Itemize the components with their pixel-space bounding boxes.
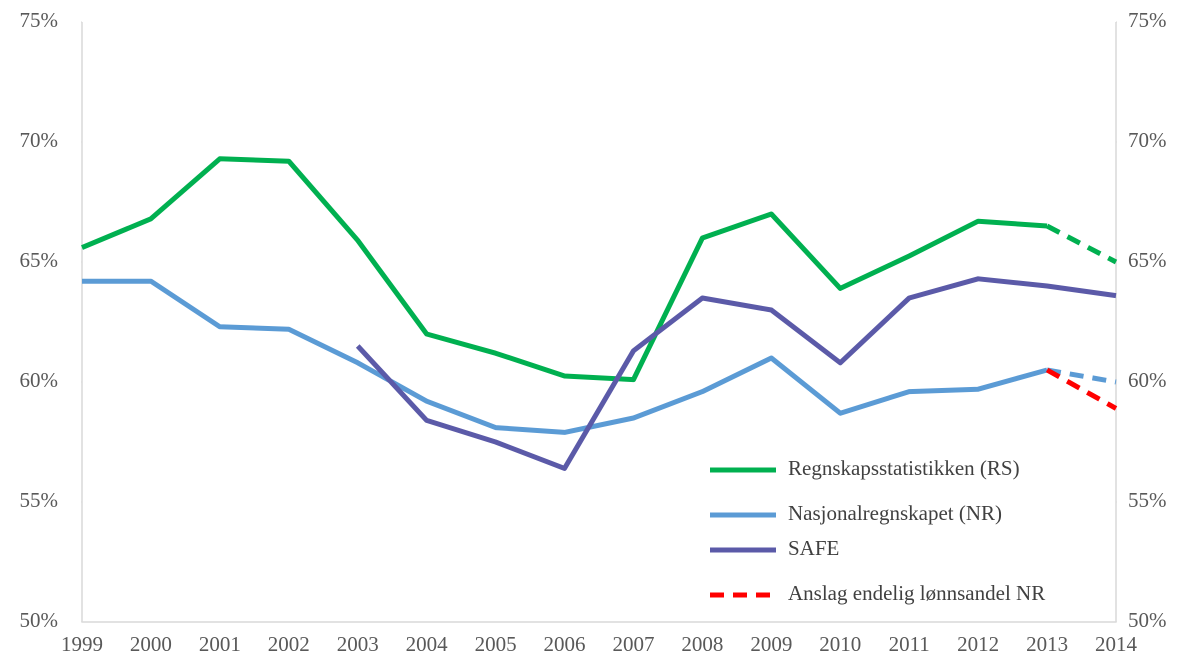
series-line <box>82 278 1048 435</box>
x-tick-label: 2002 <box>268 632 310 656</box>
y-tick-label: 50% <box>20 608 59 632</box>
x-tick-label: 2004 <box>406 632 449 656</box>
x-tick-label: 2009 <box>750 632 792 656</box>
y-tick-label: 65% <box>20 248 59 272</box>
y-tick-label: 75% <box>20 8 59 32</box>
dashed-line <box>1046 367 1117 385</box>
x-tick-label: 2006 <box>544 632 586 656</box>
series-line <box>355 276 1117 471</box>
y2-tick-label: 65% <box>1128 248 1167 272</box>
y-tick-label: 60% <box>20 368 59 392</box>
x-tick-label: 2003 <box>337 632 379 656</box>
y2-tick-label: 60% <box>1128 368 1167 392</box>
x-tick-label: 2013 <box>1026 632 1068 656</box>
x-tick-label: 1999 <box>61 632 103 656</box>
legend-label: Regnskapsstatistikken (RS) <box>788 456 1020 480</box>
x-tick-label: 2000 <box>130 632 172 656</box>
legend-label: Anslag endelig lønnsandel NR <box>788 581 1045 605</box>
y2-tick-label: 55% <box>1128 488 1167 512</box>
dashed-line <box>1045 223 1118 265</box>
legend-label: SAFE <box>788 536 839 560</box>
y2-tick-label: 50% <box>1128 608 1167 632</box>
y-tick-label: 55% <box>20 488 59 512</box>
y-tick-label: 70% <box>20 128 59 152</box>
x-tick-label: 2012 <box>957 632 999 656</box>
x-tick-label: 2001 <box>199 632 241 656</box>
x-tick-label: 2014 <box>1095 632 1138 656</box>
x-tick-label: 2010 <box>819 632 861 656</box>
series-line <box>81 156 1048 383</box>
x-tick-label: 2008 <box>681 632 723 656</box>
legend-label: Nasjonalregnskapet (NR) <box>788 501 1002 525</box>
x-tick-label: 2011 <box>889 632 930 656</box>
x-tick-label: 2007 <box>612 632 654 656</box>
y2-tick-label: 70% <box>1128 128 1167 152</box>
x-tick-label: 2005 <box>475 632 517 656</box>
dashed-line <box>1045 367 1118 411</box>
y2-tick-label: 75% <box>1128 8 1167 32</box>
